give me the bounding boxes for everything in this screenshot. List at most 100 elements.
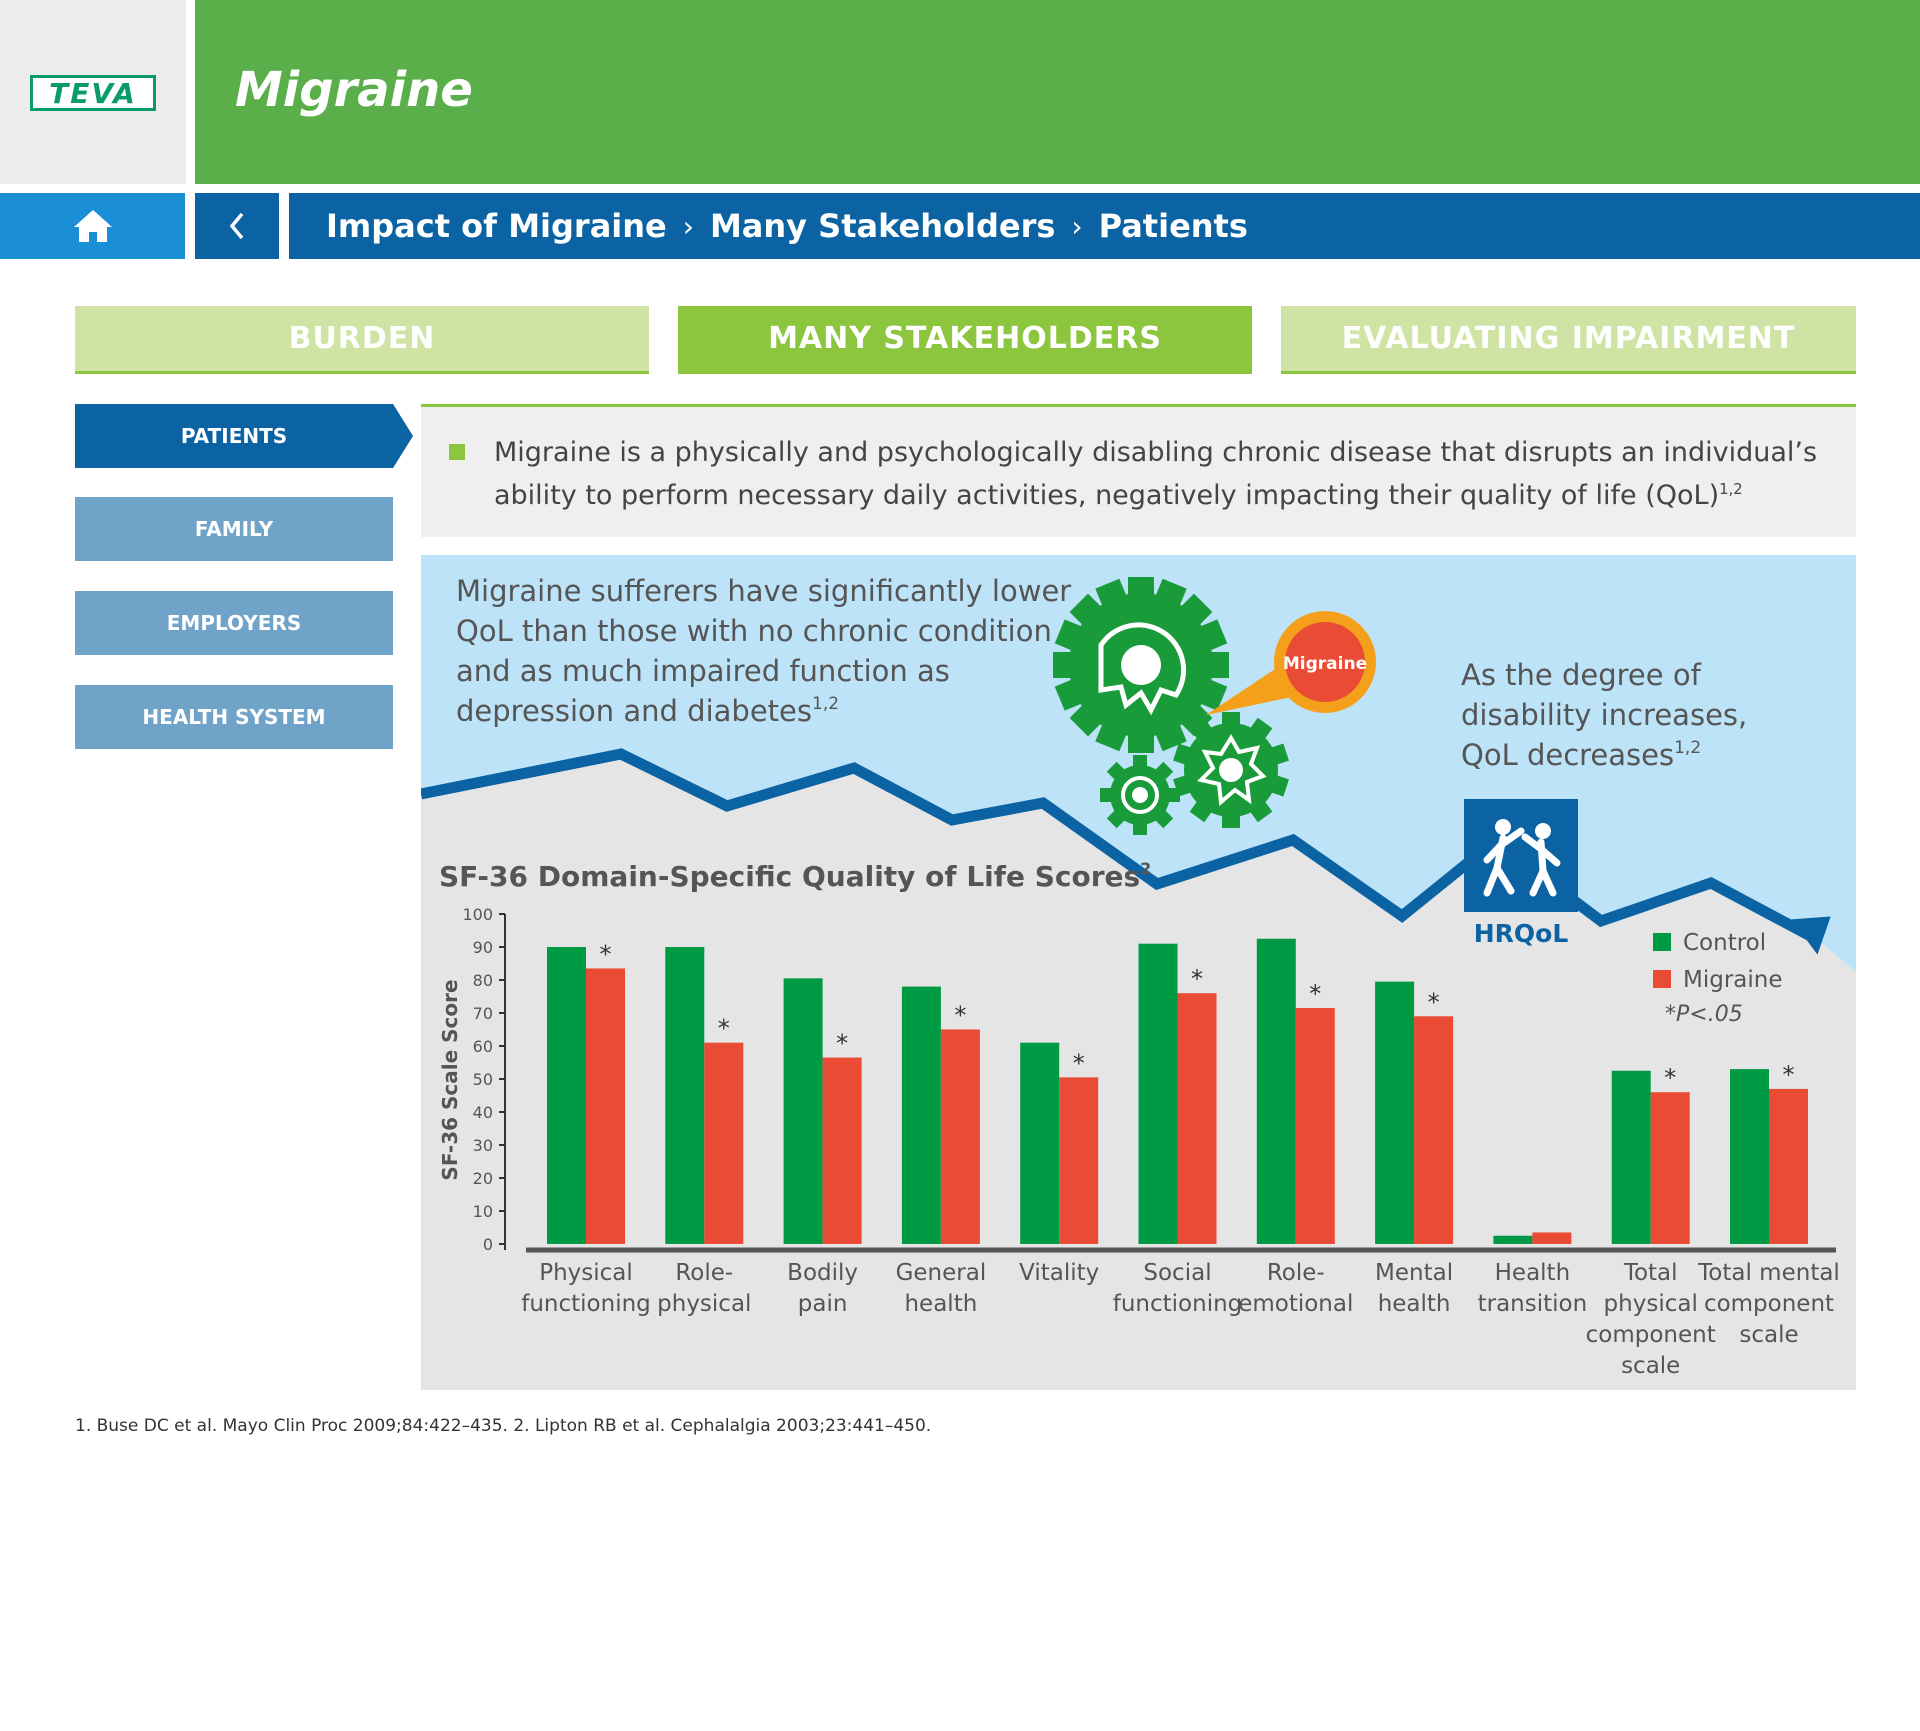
tab-burden[interactable]: BURDEN xyxy=(75,306,649,374)
x-tick-label: functioning xyxy=(1113,1291,1243,1317)
legend-label-migraine: Migraine xyxy=(1683,967,1783,993)
hrqol-badge: HRQoL xyxy=(1464,799,1578,948)
chevron-right-icon: › xyxy=(1071,209,1083,243)
significance-marker: * xyxy=(600,940,612,968)
significance-marker: * xyxy=(718,1015,730,1043)
sidebar-item-employers[interactable]: EMPLOYERS xyxy=(75,591,393,655)
y-tick-label: 30 xyxy=(473,1136,493,1155)
chart-legend: Control Migraine *P<.05 xyxy=(1653,930,1783,1027)
x-tick-label: Role- xyxy=(675,1260,733,1286)
right-narrative-line: QoL decreases xyxy=(1461,738,1674,772)
y-tick-label: 50 xyxy=(473,1070,493,1089)
bullet-square xyxy=(449,444,465,460)
x-tick-label: scale xyxy=(1739,1322,1798,1348)
bar-control xyxy=(1730,1069,1769,1244)
x-tick-label: health xyxy=(1378,1291,1451,1317)
y-tick-label: 80 xyxy=(473,971,493,990)
y-tick-label: 100 xyxy=(462,905,493,924)
bar-migraine xyxy=(1295,1008,1335,1244)
sf36-bar-chart: SF-36 Domain-Specific Quality of Life Sc… xyxy=(438,859,1840,1379)
chevron-right-icon: › xyxy=(682,209,694,243)
left-narrative-line: and as much impaired function as xyxy=(456,654,950,688)
sidebar-item-family[interactable]: FAMILY xyxy=(75,497,393,561)
x-tick-label: component xyxy=(1586,1322,1716,1348)
legend-label-control: Control xyxy=(1683,930,1766,956)
tab-evaluating-impairment[interactable]: EVALUATING IMPAIRMENT xyxy=(1281,306,1856,374)
back-button[interactable] xyxy=(195,193,279,259)
bars: * * * * * * * * * * xyxy=(547,938,1808,1244)
bar-migraine xyxy=(704,1042,744,1244)
y-axis: 0 10 20 30 40 50 60 70 80 90 100 xyxy=(462,905,1836,1254)
infographic-panel: Migraine sufferers have significantly lo… xyxy=(421,555,1856,1390)
breadcrumb-item-impact[interactable]: Impact of Migraine xyxy=(326,207,667,245)
sidebar-item-patients[interactable]: PATIENTS xyxy=(75,404,393,468)
x-axis-labels: Physical functioning Role-physical Bodily pa… xyxy=(521,1260,1840,1379)
x-tick-label: Bodily xyxy=(787,1260,858,1286)
x-tick-label: Total xyxy=(1623,1260,1678,1286)
x-tick-label: component xyxy=(1704,1291,1834,1317)
breadcrumb-item-patients[interactable]: Patients xyxy=(1098,207,1248,245)
bar-migraine xyxy=(1532,1232,1572,1244)
y-tick-label: 0 xyxy=(483,1235,493,1254)
right-narrative: As the degree of disability increases, Q… xyxy=(1461,658,1756,772)
y-tick-label: 90 xyxy=(473,938,493,957)
significance-marker: * xyxy=(954,1002,966,1030)
bar-control xyxy=(1375,981,1415,1244)
intro-sentence: Migraine is a physically and psychologic… xyxy=(494,437,1818,511)
app-title: Migraine xyxy=(235,62,473,118)
teva-logo: TEVA xyxy=(30,75,156,111)
x-tick-label: Vitality xyxy=(1019,1260,1099,1286)
trend-line xyxy=(421,748,1821,945)
left-narrative-line: depression and diabetes xyxy=(456,694,812,728)
significance-marker: * xyxy=(1428,988,1440,1016)
chart-title-text: SF-36 Domain-Specific Quality of Life Sc… xyxy=(439,860,1140,893)
chevron-left-icon xyxy=(229,212,244,240)
bar-migraine xyxy=(1650,1092,1690,1244)
x-tick-label: scale xyxy=(1621,1353,1680,1379)
x-tick-label: Mental xyxy=(1375,1260,1453,1286)
y-tick-label: 40 xyxy=(473,1103,493,1122)
tab-many-stakeholders[interactable]: MANY STAKEHOLDERS xyxy=(678,306,1252,374)
x-tick-label: Health xyxy=(1495,1260,1571,1286)
sidebar-item-health-system[interactable]: HEALTH SYSTEM xyxy=(75,685,393,749)
bar-control xyxy=(665,947,705,1244)
references-footnote: 1. Buse DC et al. Mayo Clin Proc 2009;84… xyxy=(75,1416,932,1436)
bar-migraine xyxy=(1414,1016,1454,1244)
legend-swatch-control xyxy=(1653,933,1671,951)
people-icon xyxy=(1464,799,1578,912)
significance-marker: * xyxy=(1309,980,1321,1008)
hrqol-label: HRQoL xyxy=(1474,919,1569,948)
breadcrumb-item-stakeholders[interactable]: Many Stakeholders xyxy=(709,207,1056,245)
logo-area: TEVA xyxy=(0,0,186,184)
x-tick-label: health xyxy=(904,1291,977,1317)
y-tick-label: 20 xyxy=(473,1169,493,1188)
migraine-bubble-label: Migraine xyxy=(1283,654,1367,674)
x-tick-label: transition xyxy=(1478,1291,1588,1317)
bar-migraine xyxy=(1059,1077,1099,1244)
x-tick-label: Social xyxy=(1143,1260,1211,1286)
significance-marker: * xyxy=(1073,1049,1085,1077)
chart-title-citation: 2 xyxy=(1140,859,1151,878)
significance-marker: * xyxy=(1191,965,1203,993)
bar-control xyxy=(901,986,941,1244)
migraine-bubble: Migraine xyxy=(1206,611,1376,715)
x-tick-label: Role- xyxy=(1267,1260,1325,1286)
home-button[interactable] xyxy=(0,193,185,259)
gears-icon xyxy=(1053,577,1289,835)
bar-control xyxy=(1611,1070,1651,1244)
right-narrative-line: As the degree of xyxy=(1461,658,1702,692)
y-tick-label: 70 xyxy=(473,1004,493,1023)
left-narrative-line: Migraine sufferers have significantly lo… xyxy=(456,574,1071,608)
trend-arrowhead xyxy=(1791,916,1831,955)
y-tick-label: 60 xyxy=(473,1037,493,1056)
significance-marker: * xyxy=(1664,1064,1676,1092)
bar-control xyxy=(1020,1042,1060,1244)
bar-migraine xyxy=(1769,1088,1808,1244)
significance-marker: * xyxy=(1783,1061,1795,1089)
x-tick-label: pain xyxy=(798,1291,848,1317)
left-narrative: Migraine sufferers have significantly lo… xyxy=(456,574,1080,728)
bar-migraine xyxy=(822,1057,862,1244)
x-tick-label: physical xyxy=(1604,1291,1698,1317)
home-icon xyxy=(73,210,112,242)
left-narrative-citation: 1,2 xyxy=(812,694,839,714)
